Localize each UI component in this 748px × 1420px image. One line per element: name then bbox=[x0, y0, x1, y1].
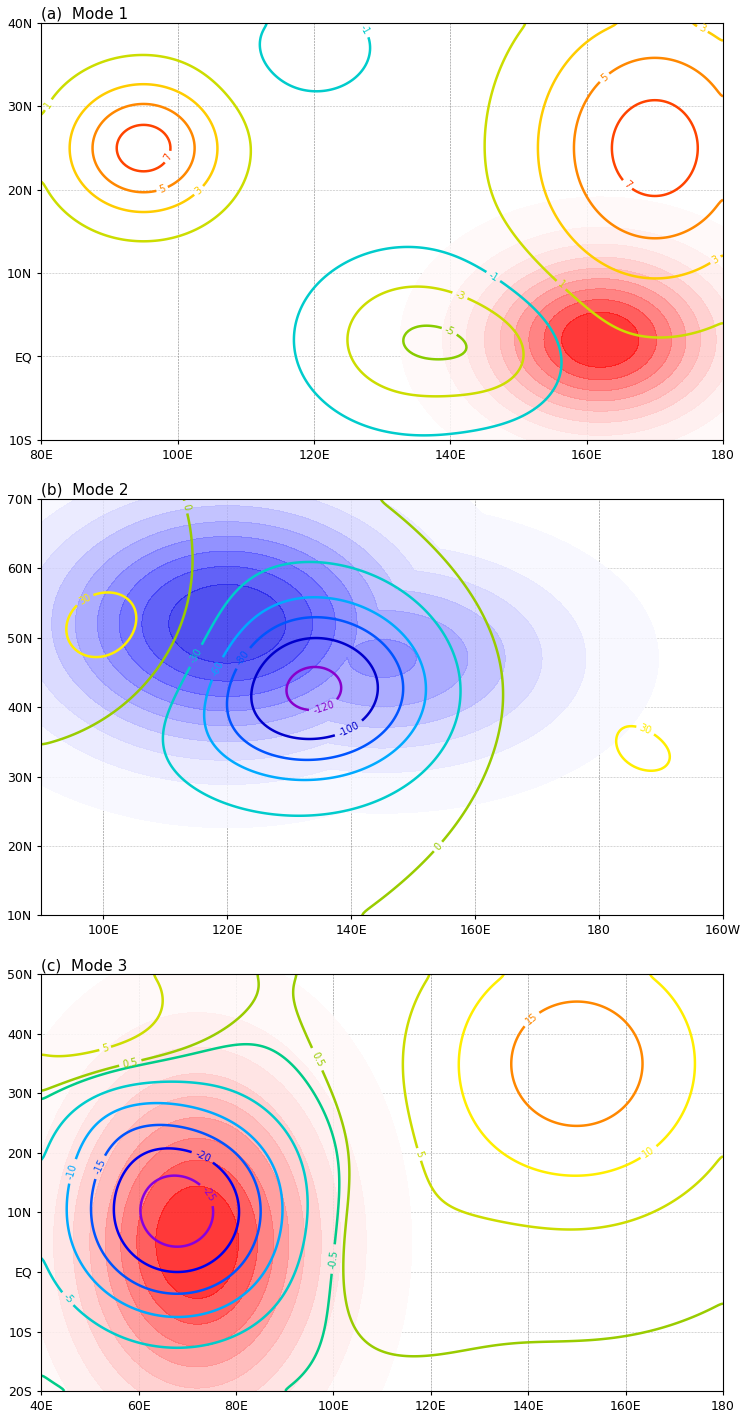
Text: -60: -60 bbox=[209, 659, 225, 677]
Text: 3: 3 bbox=[711, 254, 720, 266]
Text: 3: 3 bbox=[193, 185, 204, 196]
Text: 1: 1 bbox=[556, 280, 567, 291]
Text: -1: -1 bbox=[358, 23, 372, 36]
Text: 7: 7 bbox=[162, 152, 174, 162]
Text: -1: -1 bbox=[487, 270, 500, 283]
Text: 5: 5 bbox=[158, 183, 167, 195]
Text: -25: -25 bbox=[200, 1184, 217, 1204]
Text: 15: 15 bbox=[524, 1011, 539, 1027]
Text: 0.5: 0.5 bbox=[122, 1056, 139, 1069]
Text: -120: -120 bbox=[312, 700, 336, 716]
Text: -5: -5 bbox=[443, 324, 456, 338]
Text: -10: -10 bbox=[65, 1162, 79, 1180]
Text: (b)  Mode 2: (b) Mode 2 bbox=[41, 483, 129, 497]
Text: 5: 5 bbox=[101, 1042, 109, 1054]
Text: -80: -80 bbox=[234, 649, 251, 667]
Text: -0.5: -0.5 bbox=[327, 1250, 339, 1269]
Text: -5: -5 bbox=[61, 1292, 75, 1306]
Text: 0: 0 bbox=[180, 503, 191, 511]
Text: 0.5: 0.5 bbox=[309, 1049, 325, 1068]
Text: 30: 30 bbox=[638, 723, 653, 737]
Text: 5: 5 bbox=[414, 1150, 425, 1159]
Text: 1: 1 bbox=[43, 99, 54, 111]
Text: -100: -100 bbox=[337, 720, 361, 738]
Text: -3: -3 bbox=[454, 288, 466, 301]
Text: (c)  Mode 3: (c) Mode 3 bbox=[41, 959, 128, 973]
Text: 0: 0 bbox=[432, 841, 444, 852]
Text: -20: -20 bbox=[193, 1149, 212, 1164]
Text: 5: 5 bbox=[599, 71, 610, 84]
Text: -30: -30 bbox=[188, 646, 204, 665]
Text: 3: 3 bbox=[698, 23, 708, 34]
Text: 30: 30 bbox=[77, 592, 93, 606]
Text: 7: 7 bbox=[622, 179, 633, 190]
Text: -15: -15 bbox=[92, 1157, 108, 1176]
Text: (a)  Mode 1: (a) Mode 1 bbox=[41, 7, 129, 21]
Text: 10: 10 bbox=[641, 1145, 657, 1160]
